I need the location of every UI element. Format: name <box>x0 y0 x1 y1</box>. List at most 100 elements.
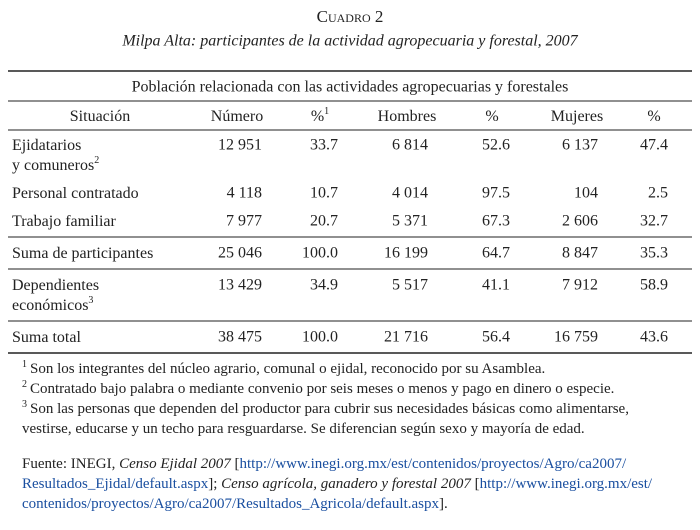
cell: 104 <box>574 185 598 202</box>
link[interactable]: http://www.inegi.org.mx/est/contenidos/p… <box>240 456 627 472</box>
label-text: económicos <box>12 297 88 314</box>
header-text: Situación <box>70 108 130 125</box>
cell: 7 912 <box>562 277 598 294</box>
superscript: 2 <box>94 155 99 166</box>
cell: 5 517 <box>392 277 428 294</box>
footnote: 3 Son las personas que dependen del produ… <box>22 399 629 418</box>
cell: 32.7 <box>640 213 668 230</box>
cell: 12 951 <box>218 137 262 154</box>
cell: 4 118 <box>227 185 262 202</box>
cell: 52.6 <box>482 137 510 154</box>
footnote: 2 Contratado bajo palabra o mediante conv… <box>22 379 614 398</box>
header-text: % <box>485 108 498 125</box>
cell: 2 606 <box>562 213 598 230</box>
row-label: Suma total <box>12 329 81 346</box>
cell: 35.3 <box>640 245 668 262</box>
cell: 41.1 <box>482 277 510 294</box>
row-label: Trabajo familiar <box>12 213 117 230</box>
cell: 2.5 <box>648 185 668 202</box>
superscript: 3 <box>88 295 93 306</box>
label-text: Personal contratado <box>12 185 139 202</box>
cell: 10.7 <box>310 185 338 202</box>
source-line: contenidos/proyectos/Agro/ca2007/Resulta… <box>22 496 448 512</box>
cell: 56.4 <box>482 329 510 346</box>
header-text: % <box>311 108 324 125</box>
subtitle: Milpa Alta: participantes de la activida… <box>121 33 578 50</box>
link[interactable]: contenidos/proyectos/Agro/ca2007/Resulta… <box>22 496 439 512</box>
source-text: ]. <box>439 496 448 512</box>
header-text: Número <box>211 108 263 125</box>
cell: 34.9 <box>310 277 338 294</box>
cell: 16 759 <box>554 329 598 346</box>
cell: 6 814 <box>392 137 428 154</box>
row-label: Ejidatarios <box>12 137 81 154</box>
column-header: Hombres <box>378 108 437 125</box>
table-caption: Población relacionada con las actividade… <box>132 79 569 96</box>
cell: 7 977 <box>226 213 262 230</box>
footnote: vestirse, educarse y un techo para resgu… <box>22 421 585 437</box>
footnote-text: Contratado bajo palabra o mediante conve… <box>30 381 614 397</box>
column-header: % <box>485 108 498 125</box>
column-header: Situación <box>70 108 130 125</box>
link[interactable]: Resultados_Ejidal/default.aspx <box>22 476 209 492</box>
row-label: y comuneros2 <box>12 155 99 174</box>
cell: 43.6 <box>640 329 668 346</box>
header-text: Hombres <box>378 108 437 125</box>
title: Cuadro 2 <box>317 7 384 26</box>
footnote-text: vestirse, educarse y un techo para resgu… <box>22 421 585 437</box>
label-text: Ejidatarios <box>12 137 81 154</box>
source-text: [ <box>231 456 240 472</box>
footnote-text: Son los integrantes del núcleo agrario, … <box>30 361 545 377</box>
footnotes: 1 Son los integrantes del núcleo agrario,… <box>22 359 653 513</box>
cell: 21 716 <box>384 329 428 346</box>
cell: 64.7 <box>482 245 510 262</box>
label-text: Trabajo familiar <box>12 213 117 230</box>
cell: 8 847 <box>562 245 598 262</box>
cell: 47.4 <box>640 137 668 154</box>
cell: 100.0 <box>302 245 338 262</box>
footnote: 1 Son los integrantes del núcleo agrario,… <box>22 359 545 378</box>
source-line: Resultados_Ejidal/default.aspx]; Censo a… <box>22 476 653 492</box>
superscript: 1 <box>324 106 329 117</box>
cell: 38 475 <box>218 329 262 346</box>
label-text: Suma de participantes <box>12 245 153 262</box>
cell: 16 199 <box>384 245 428 262</box>
cell: 67.3 <box>482 213 510 230</box>
row-label: Dependientes <box>12 277 99 294</box>
row-label: Suma de participantes <box>12 245 153 262</box>
column-header: Número <box>211 108 263 125</box>
source-line: Fuente: INEGI, Censo Ejidal 2007 [http:/… <box>22 456 627 472</box>
link[interactable]: http://www.inegi.org.mx/est/ <box>480 476 653 492</box>
column-header: Mujeres <box>551 108 603 125</box>
label-text: Dependientes <box>12 277 99 294</box>
source-text: INEGI <box>71 456 112 472</box>
source-text: Censo agrícola, ganadero y forestal 2007 <box>221 476 472 492</box>
source-text: Fuente: <box>22 456 71 472</box>
cell: 33.7 <box>310 137 338 154</box>
cell: 25 046 <box>218 245 262 262</box>
cell: 100.0 <box>302 329 338 346</box>
header-text: Mujeres <box>551 108 603 125</box>
source-text: , <box>112 456 120 472</box>
row-label: Personal contratado <box>12 185 139 202</box>
cell: 20.7 <box>310 213 338 230</box>
cell: 13 429 <box>218 277 262 294</box>
cell: 5 371 <box>392 213 428 230</box>
column-header: %1 <box>311 106 329 125</box>
column-header: % <box>647 108 660 125</box>
header-text: % <box>647 108 660 125</box>
cell: 58.9 <box>640 277 668 294</box>
row-label: económicos3 <box>12 295 93 314</box>
superscript: 2 <box>22 379 27 390</box>
cell: 97.5 <box>482 185 510 202</box>
superscript: 3 <box>22 399 27 410</box>
label-text: Suma total <box>12 329 81 346</box>
label-text: y comuneros <box>12 157 94 174</box>
superscript: 1 <box>22 359 27 370</box>
source-text: Censo Ejidal 2007 <box>119 456 232 472</box>
footnote-text: Son las personas que dependen del produc… <box>30 401 629 417</box>
cell: 6 137 <box>562 137 598 154</box>
source-text: ]; <box>208 476 221 492</box>
cell: 4 014 <box>392 185 428 202</box>
